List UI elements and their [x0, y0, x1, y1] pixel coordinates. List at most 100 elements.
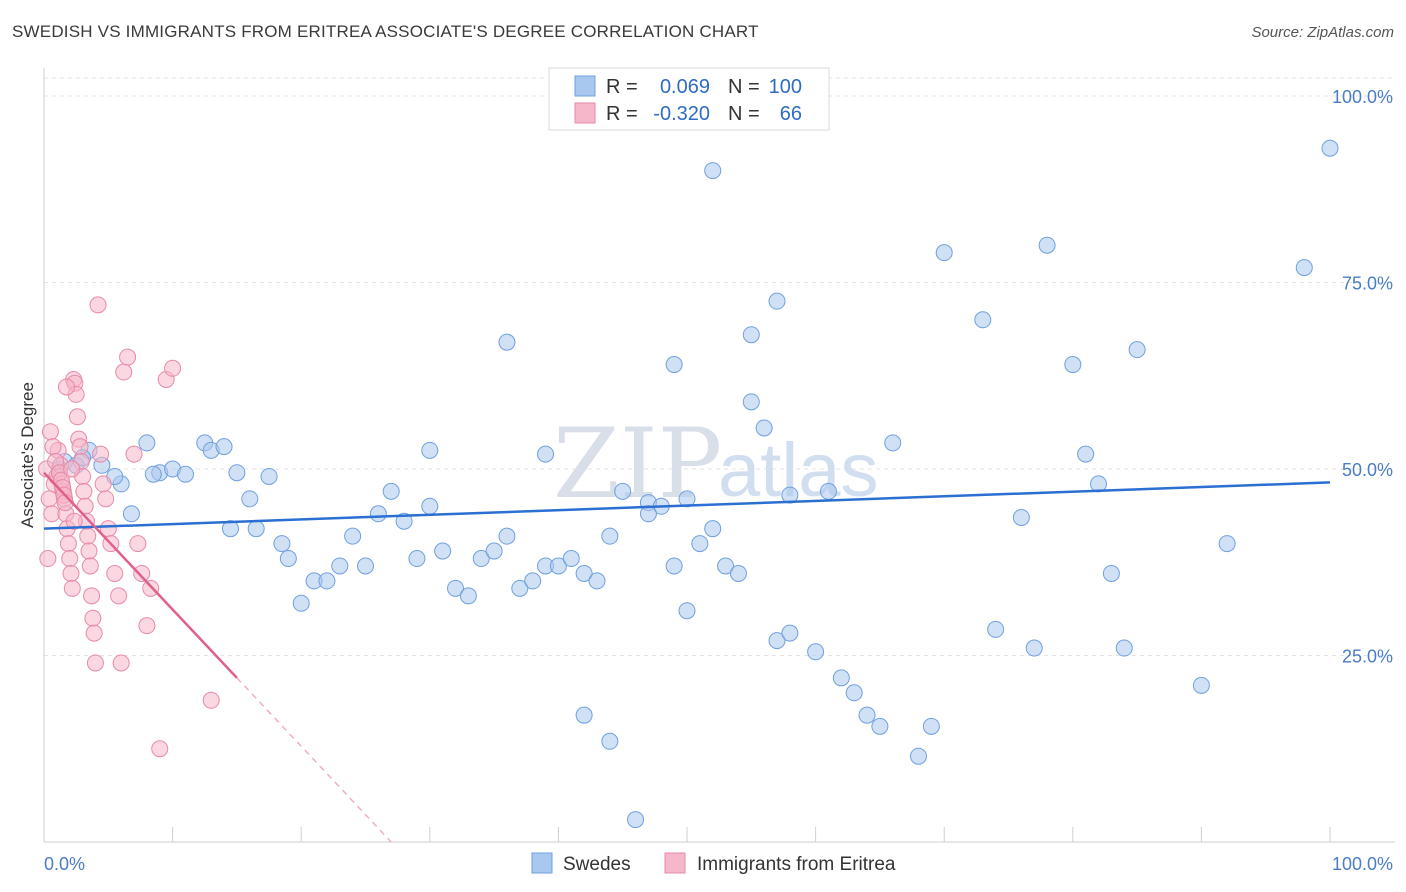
chart-title: SWEDISH VS IMMIGRANTS FROM ERITREA ASSOC…	[12, 22, 759, 41]
data-point	[44, 438, 62, 456]
legend-r-value-2: -0.320	[653, 103, 710, 125]
data-point	[122, 505, 140, 523]
data-point	[71, 438, 89, 456]
data-point	[241, 490, 259, 508]
data-point	[408, 550, 426, 568]
data-point	[260, 467, 278, 485]
data-point	[511, 579, 529, 597]
data-point	[1102, 564, 1120, 582]
data-point	[678, 602, 696, 620]
data-point	[922, 717, 940, 735]
data-point	[215, 438, 233, 456]
legend-swatch-eritrea	[574, 102, 596, 124]
data-point	[164, 359, 182, 377]
data-point	[125, 445, 143, 463]
data-point	[176, 465, 194, 483]
trend-line-eritrea	[43, 471, 238, 679]
data-point	[524, 572, 542, 590]
data-point	[498, 333, 516, 351]
y-tick-label: 25.0%	[1342, 647, 1393, 667]
data-point	[138, 434, 156, 452]
legend-n-value-2: 66	[780, 103, 802, 125]
bottom-legend: Swedes Immigrants from Eritrea	[531, 852, 896, 875]
data-point	[1115, 639, 1133, 657]
data-point	[742, 326, 760, 344]
data-point	[1064, 356, 1082, 374]
data-point	[86, 654, 104, 672]
data-point	[112, 654, 130, 672]
data-point	[202, 691, 220, 709]
data-point	[68, 408, 86, 426]
data-point	[39, 550, 57, 568]
data-point	[115, 363, 133, 381]
legend-r-label-2: R =	[606, 103, 638, 125]
data-point	[819, 482, 837, 500]
data-point	[279, 550, 297, 568]
data-point	[41, 423, 59, 441]
legend-n-value-1: 100	[769, 76, 802, 98]
data-point	[92, 445, 110, 463]
data-point	[62, 564, 80, 582]
legend-n-label-2: N =	[728, 103, 760, 125]
data-point	[704, 162, 722, 180]
data-point	[151, 740, 169, 758]
data-point	[1012, 508, 1030, 526]
data-point	[832, 669, 850, 687]
y-tick-label: 75.0%	[1342, 274, 1393, 294]
data-point	[472, 550, 490, 568]
trend-lines	[43, 471, 1331, 843]
data-point	[61, 550, 79, 568]
data-point	[717, 557, 735, 575]
data-point	[729, 564, 747, 582]
data-point	[974, 311, 992, 329]
data-point	[75, 482, 93, 500]
data-point	[369, 505, 387, 523]
data-point	[421, 441, 439, 459]
data-point	[138, 617, 156, 635]
data-point	[221, 520, 239, 538]
y-axis-label: Associate's Degree	[18, 382, 37, 528]
data-point	[83, 587, 101, 605]
data-point	[588, 572, 606, 590]
data-point	[704, 520, 722, 538]
data-point	[845, 684, 863, 702]
data-point	[81, 557, 99, 575]
data-point	[133, 564, 151, 582]
data-point	[1295, 259, 1313, 277]
legend-swatch-swedes	[574, 75, 596, 97]
data-point	[1025, 639, 1043, 657]
data-point	[63, 579, 81, 597]
data-point	[742, 393, 760, 411]
data-point	[665, 356, 683, 374]
x-tick-label-max: 100.0%	[1332, 854, 1393, 874]
data-point	[59, 535, 77, 553]
y-tick-label: 100.0%	[1332, 87, 1393, 107]
data-point	[421, 497, 439, 515]
data-point	[292, 594, 310, 612]
eritrea-points	[38, 296, 220, 758]
data-point	[665, 557, 683, 575]
bottom-legend-label-eritrea: Immigrants from Eritrea	[697, 854, 896, 875]
data-point	[273, 535, 291, 553]
data-point	[247, 520, 265, 538]
data-point	[627, 811, 645, 829]
data-point	[119, 348, 137, 366]
data-point	[85, 624, 103, 642]
bottom-legend-swatch-swedes	[531, 852, 553, 874]
data-point	[318, 572, 336, 590]
data-point	[987, 620, 1005, 638]
bottom-legend-label-swedes: Swedes	[563, 854, 631, 875]
legend-r-value-1: 0.069	[660, 76, 710, 98]
data-point	[549, 557, 567, 575]
data-point	[485, 542, 503, 560]
data-point	[575, 564, 593, 582]
data-point	[89, 296, 107, 314]
data-point	[97, 490, 115, 508]
data-point	[601, 527, 619, 545]
data-point	[144, 465, 162, 483]
data-point	[459, 587, 477, 605]
data-point	[58, 378, 76, 396]
data-point	[691, 535, 709, 553]
data-point	[601, 732, 619, 750]
